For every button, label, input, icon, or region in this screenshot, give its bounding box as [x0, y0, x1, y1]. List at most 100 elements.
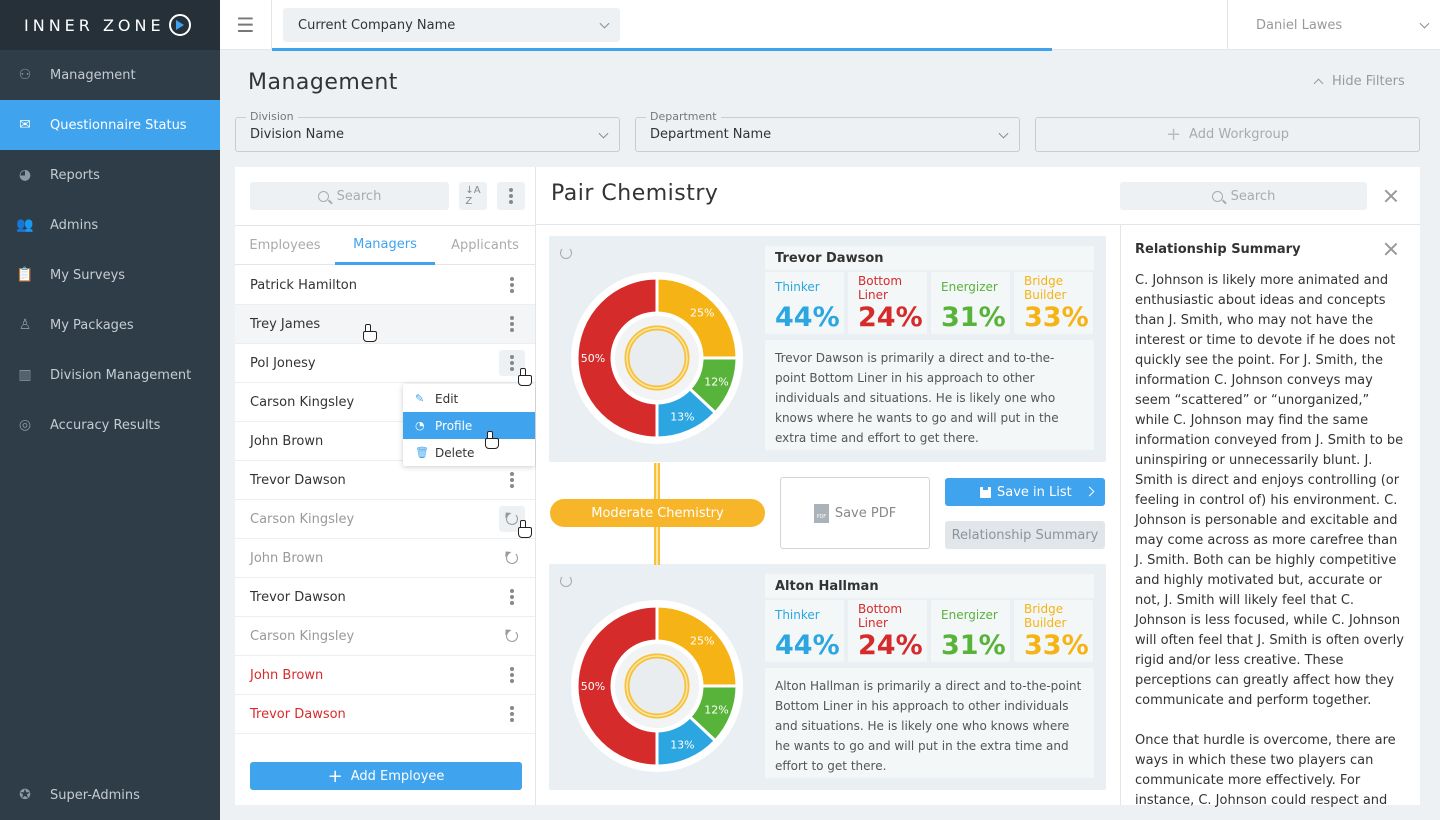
- donut-slice-label: 12%: [704, 704, 728, 717]
- row-actions-button[interactable]: [499, 311, 525, 337]
- refresh-icon[interactable]: [560, 575, 572, 587]
- department-value: Department Name: [650, 127, 772, 142]
- metric-value: 44%: [775, 630, 840, 661]
- list-item[interactable]: Pol Jonesy: [235, 344, 535, 383]
- row-actions-button[interactable]: [499, 662, 525, 688]
- summary-paragraph: C. Johnson is likely more animated and e…: [1135, 273, 1404, 708]
- users-icon: 👥: [16, 217, 34, 233]
- department-label: Department: [646, 110, 721, 123]
- list-item[interactable]: Patrick Hamilton: [235, 266, 535, 305]
- restore-button[interactable]: [499, 545, 525, 571]
- plus-icon: +: [1165, 124, 1182, 145]
- relationship-summary-button[interactable]: Relationship Summary: [945, 521, 1105, 549]
- sidebar-item-admins[interactable]: 👥 Admins: [0, 200, 220, 250]
- profile-icon: ◔: [415, 419, 425, 432]
- row-actions-button[interactable]: [499, 467, 525, 493]
- metric-value: 44%: [775, 302, 840, 333]
- metric-label: Bottom Liner: [858, 274, 903, 302]
- sidebar-item-label: Accuracy Results: [50, 417, 161, 433]
- department-select[interactable]: Department Department Name: [635, 110, 1020, 152]
- metric-label: Bridge Builder: [1024, 274, 1067, 302]
- refresh-icon[interactable]: [560, 247, 572, 259]
- list-item[interactable]: Carson Kingsley: [235, 383, 535, 422]
- tab-applicants[interactable]: Applicants: [451, 238, 519, 253]
- save-pdf-label: Save PDF: [834, 505, 897, 521]
- logo-icon: [168, 14, 191, 36]
- sidebar-item-accuracy-results[interactable]: ◎ Accuracy Results: [0, 400, 220, 450]
- sidebar-item-management[interactable]: ⚇ Management: [0, 50, 220, 100]
- list-item[interactable]: Trevor Dawson: [235, 695, 535, 734]
- add-workgroup-button[interactable]: + Add Workgroup: [1035, 117, 1420, 152]
- sidebar-item-questionnaire-status[interactable]: ✉ Questionnaire Status: [0, 100, 220, 150]
- sidebar-item-my-packages[interactable]: ♙ My Packages: [0, 300, 220, 350]
- person-name: Trey James: [250, 316, 321, 332]
- metric-thinker: Thinker 44%: [765, 272, 844, 334]
- metric-value: 24%: [858, 302, 923, 333]
- metric-bridge-builder: Bridge Builder 33%: [1014, 272, 1093, 334]
- person-description: Trevor Dawson is primarily a direct and …: [765, 340, 1094, 450]
- list-item[interactable]: Trevor Dawson: [235, 461, 535, 500]
- list-item[interactable]: Trevor Dawson: [235, 578, 535, 617]
- save-pdf-button[interactable]: PDF Save PDF: [780, 477, 930, 549]
- donut-slice-label: 13%: [670, 739, 694, 752]
- menu-item-profile[interactable]: ◔ Profile: [403, 412, 535, 439]
- sort-az-button[interactable]: ↓A Z: [459, 182, 487, 210]
- restore-button[interactable]: [499, 623, 525, 649]
- metric-bottom-liner: Bottom Liner 24%: [848, 272, 927, 334]
- relationship-summary-panel: [1120, 225, 1420, 805]
- division-select[interactable]: Division Division Name: [235, 110, 620, 152]
- hide-filters-button[interactable]: Hide Filters: [1313, 74, 1405, 89]
- hide-filters-label: Hide Filters: [1332, 74, 1405, 89]
- person-name: Trevor Dawson: [765, 246, 1094, 270]
- person-profile-card: Alton Hallman Thinker 44% Bottom Liner 24% En…: [549, 564, 1106, 790]
- target-icon: ◎: [18, 417, 32, 433]
- menu-item-edit[interactable]: ✎ Edit: [403, 385, 535, 412]
- company-select[interactable]: Current Company Name: [283, 8, 620, 42]
- chevron-down-icon: [998, 128, 1009, 139]
- menu-icon[interactable]: ☰: [220, 0, 272, 50]
- donut-slice-label: 12%: [704, 376, 728, 389]
- more-vertical-icon: [510, 478, 514, 482]
- more-vertical-icon: [510, 712, 514, 716]
- sidebar-item-my-surveys[interactable]: 📋 My Surveys: [0, 250, 220, 300]
- sidebar-item-label: Questionnaire Status: [50, 117, 187, 133]
- sidebar-item-division-management[interactable]: ▥ Division Management: [0, 350, 220, 400]
- list-options-button[interactable]: [497, 182, 525, 210]
- menu-item-delete[interactable]: 🗑 Delete: [403, 439, 535, 466]
- close-pair-icon[interactable]: [1384, 189, 1398, 203]
- logo[interactable]: INNER ZONE: [0, 0, 220, 50]
- list-item[interactable]: John Brown: [235, 422, 535, 461]
- metric-bottom-liner: Bottom Liner 24%: [848, 600, 927, 662]
- user-menu[interactable]: Daniel Lawes: [1227, 0, 1440, 50]
- pair-chemistry-title: Pair Chemistry: [551, 181, 719, 206]
- metric-value: 31%: [941, 630, 1006, 661]
- person-name: Carson Kingsley: [250, 511, 355, 527]
- relationship-summary-title: Relationship Summary: [1135, 242, 1301, 257]
- row-actions-button[interactable]: [499, 701, 525, 727]
- row-actions-button[interactable]: [499, 584, 525, 610]
- page-title: Management: [248, 70, 398, 95]
- pair-search-input[interactable]: Search: [1120, 182, 1367, 210]
- tab-managers[interactable]: Managers: [335, 226, 435, 265]
- donut-slice-label: 50%: [581, 352, 605, 365]
- sidebar-item-label: Reports: [50, 167, 100, 183]
- save-in-list-button[interactable]: Save in List: [945, 478, 1105, 506]
- list-item[interactable]: John Brown: [235, 539, 535, 578]
- sidebar-item-super-admins[interactable]: ✪ Super-Admins: [0, 770, 220, 820]
- list-item[interactable]: Carson Kingsley: [235, 617, 535, 656]
- donut-slice-label: 50%: [581, 680, 605, 693]
- list-item[interactable]: Carson Kingsley: [235, 500, 535, 539]
- more-vertical-icon: [510, 283, 514, 287]
- add-employee-button[interactable]: + Add Employee: [250, 762, 522, 790]
- tab-employees[interactable]: Employees: [249, 238, 321, 253]
- save-icon: [980, 487, 991, 498]
- close-summary-icon[interactable]: [1384, 242, 1398, 256]
- add-workgroup-label: Add Workgroup: [1189, 127, 1290, 142]
- list-item[interactable]: Trey James: [235, 305, 535, 344]
- chevron-down-icon: [598, 128, 609, 139]
- people-search-input[interactable]: Search: [250, 182, 449, 210]
- list-item[interactable]: John Brown: [235, 656, 535, 695]
- person-package-icon: ♙: [18, 317, 32, 333]
- row-actions-button[interactable]: [499, 272, 525, 298]
- sidebar-item-reports[interactable]: ◕ Reports: [0, 150, 220, 200]
